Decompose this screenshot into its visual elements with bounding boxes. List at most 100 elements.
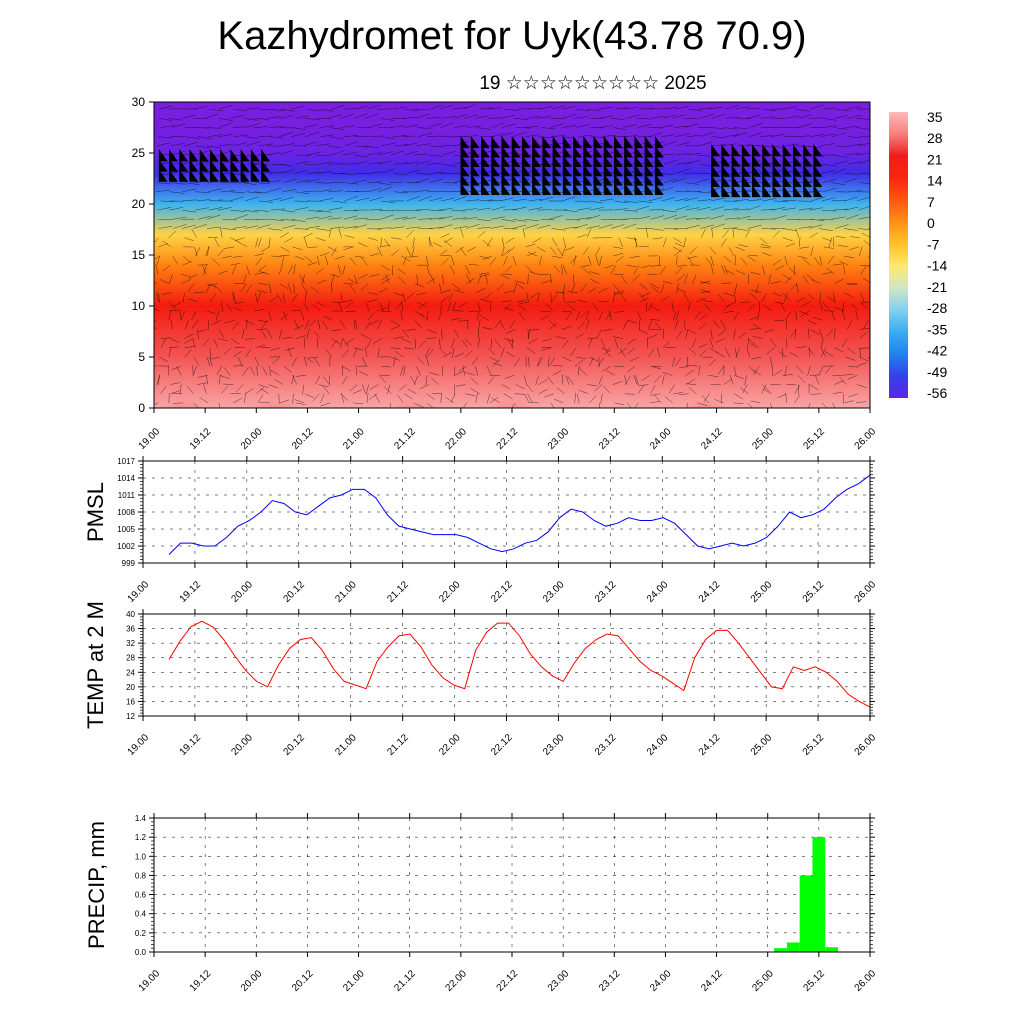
- x-tick-label: 23.00: [541, 732, 567, 758]
- wind-vector: [243, 209, 258, 213]
- wind-vector: [328, 190, 343, 192]
- wind-vector: [820, 338, 824, 349]
- wind-vector: [734, 199, 749, 202]
- y-tick-label: 30: [132, 95, 146, 109]
- wind-barb: [179, 169, 189, 182]
- x-tick-label: 21.00: [333, 579, 359, 605]
- wind-vector: [353, 402, 364, 405]
- wind-vector: [622, 124, 637, 128]
- wind-vector: [452, 347, 455, 358]
- wind-vector: [675, 190, 690, 192]
- wind-vector: [168, 301, 177, 309]
- wind-barb: [189, 169, 199, 182]
- wind-vector: [486, 366, 492, 376]
- wind-vector: [312, 304, 321, 312]
- x-tick-label: 25.12: [802, 426, 828, 452]
- colorbar-label: 7: [927, 194, 935, 210]
- wind-vector: [662, 141, 677, 147]
- wind-vector: [622, 218, 637, 220]
- wind-vector: [428, 123, 442, 128]
- x-tick-label: 19.00: [137, 426, 163, 452]
- wind-vector: [501, 237, 505, 248]
- x-tick-label: 24.00: [645, 732, 671, 758]
- wind-barb: [532, 145, 542, 158]
- wind-vector: [839, 377, 847, 385]
- wind-vector: [246, 107, 261, 110]
- wind-vector: [197, 382, 208, 385]
- wind-vector: [784, 312, 792, 321]
- wind-vector: [748, 254, 759, 257]
- wind-vector: [820, 170, 835, 174]
- wind-vector: [562, 292, 565, 302]
- wind-vector: [782, 207, 797, 211]
- wind-vector: [649, 208, 664, 211]
- colorbar-label: -49: [927, 364, 947, 380]
- wind-vector: [686, 160, 700, 165]
- wind-barb: [158, 159, 168, 172]
- wind-vector: [478, 328, 480, 339]
- wind-barb: [624, 154, 634, 167]
- wind-barb: [573, 173, 582, 186]
- wind-vector: [304, 320, 310, 330]
- y-tick-label: 15: [132, 248, 146, 262]
- wind-vector: [675, 133, 690, 137]
- wind-vector: [439, 104, 453, 110]
- wind-barb: [613, 145, 623, 158]
- wind-vector: [700, 228, 706, 238]
- wind-vector: [479, 315, 489, 321]
- wind-vector: [724, 292, 734, 297]
- wind-vector: [184, 142, 198, 147]
- wind-vector: [403, 142, 418, 147]
- wind-vector: [639, 245, 650, 248]
- wind-vector: [585, 310, 590, 321]
- wind-vector: [416, 209, 431, 211]
- wind-vector: [689, 246, 697, 255]
- wind-vector: [662, 340, 671, 348]
- wind-vector: [834, 278, 844, 284]
- wind-vector: [369, 171, 383, 174]
- wind-vector: [172, 392, 183, 394]
- wind-vector: [218, 134, 233, 137]
- wind-vector: [646, 337, 648, 348]
- wind-vector: [710, 215, 724, 220]
- wind-vector: [202, 265, 207, 275]
- wind-vector: [304, 118, 319, 120]
- wind-vector: [687, 255, 698, 259]
- wind-vector: [465, 199, 480, 202]
- wind-vector: [709, 246, 717, 255]
- wind-vector: [345, 301, 354, 309]
- wind-vector: [465, 393, 476, 396]
- wind-vector: [454, 226, 468, 229]
- wind-barb: [731, 184, 741, 198]
- wind-vector: [368, 292, 379, 295]
- wind-barb: [501, 182, 511, 196]
- y-tick-label: 0.2: [135, 929, 147, 938]
- wind-vector: [158, 105, 173, 110]
- wind-vector: [154, 365, 158, 367]
- wind-vector: [268, 384, 278, 389]
- wind-vector: [618, 347, 627, 354]
- wind-vector: [509, 320, 516, 329]
- colorbar-label: 28: [927, 130, 943, 146]
- wind-vector: [526, 115, 541, 119]
- wind-vector: [467, 246, 477, 252]
- wind-barb: [179, 149, 189, 162]
- wind-vector: [822, 209, 837, 212]
- wind-barb: [654, 182, 664, 196]
- wind-vector: [368, 161, 383, 165]
- wind-vector: [218, 207, 232, 211]
- wind-vector: [714, 399, 724, 404]
- wind-barb: [772, 164, 782, 177]
- wind-vector: [685, 217, 700, 220]
- wind-vector: [291, 219, 306, 222]
- wind-vector: [857, 142, 870, 147]
- wind-barb: [583, 182, 593, 196]
- wind-barb: [731, 144, 741, 157]
- wind-vector: [638, 200, 653, 203]
- wind-vector: [733, 402, 744, 404]
- wind-vector: [528, 338, 538, 344]
- wind-vector: [802, 258, 811, 266]
- wind-vector: [784, 276, 793, 284]
- wind-vector: [662, 281, 673, 284]
- wind-vector: [406, 230, 414, 238]
